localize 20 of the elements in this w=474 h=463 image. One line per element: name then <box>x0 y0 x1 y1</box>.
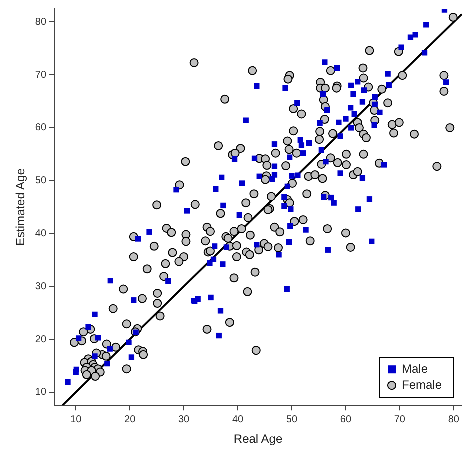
y-tick-label: 70 <box>35 70 47 81</box>
x-tick-label: 10 <box>70 414 82 426</box>
y-tick-label: 30 <box>35 281 47 292</box>
y-tick-label: 40 <box>35 228 47 240</box>
x-axis-title: Real Age <box>234 432 283 446</box>
y-tick-label: 20 <box>35 334 47 346</box>
x-tick-label: 20 <box>124 414 136 426</box>
y-tick-label: 80 <box>35 16 47 28</box>
x-tick-label: 50 <box>286 414 298 426</box>
y-tick-label: 60 <box>35 122 47 134</box>
y-tick-label: 50 <box>35 176 47 187</box>
x-tick-label: 40 <box>232 414 244 426</box>
legend-label: Female <box>402 378 442 392</box>
y-axis-title: Estimated Age <box>14 168 28 246</box>
x-tick-label: 60 <box>340 414 352 426</box>
legend-label: Male <box>402 362 428 376</box>
x-tick-label: 70 <box>394 414 406 426</box>
x-tick-label: 30 <box>178 414 190 426</box>
x-tick-label: 80 <box>448 414 460 426</box>
y-tick-label: 10 <box>35 387 47 398</box>
